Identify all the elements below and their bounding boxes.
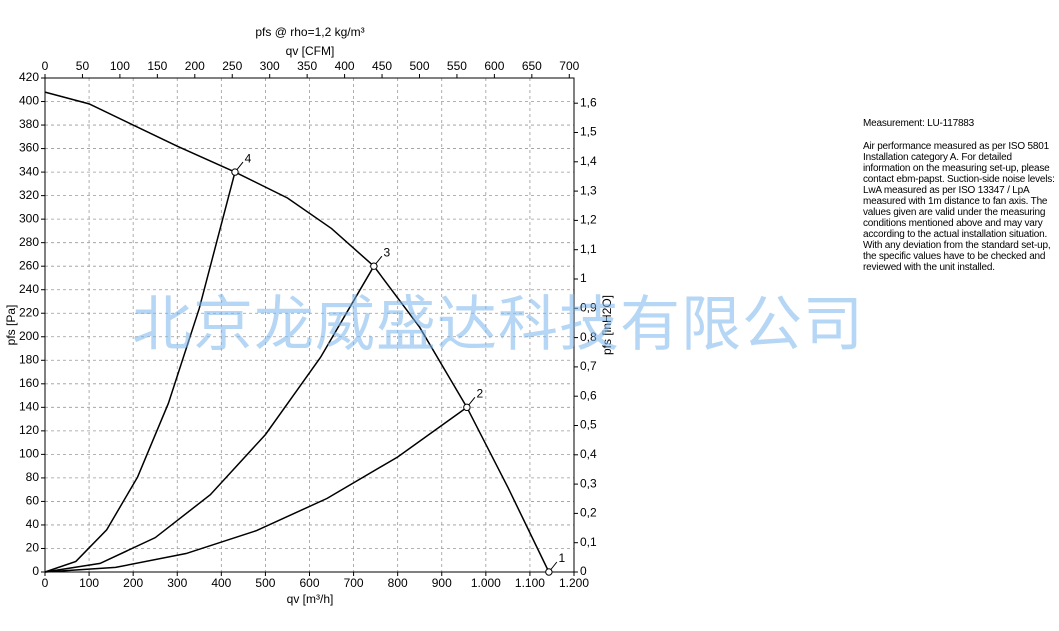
x-tick-label: 200 bbox=[123, 576, 143, 590]
curve bbox=[44, 91, 550, 573]
y2-tick-label: 1,4 bbox=[580, 154, 597, 168]
y2-tick-label: 0,6 bbox=[580, 388, 597, 402]
x-tick-label: 1.200 bbox=[559, 576, 589, 590]
y-tick-label: 320 bbox=[19, 188, 39, 202]
x-tick-label: 1.100 bbox=[515, 576, 545, 590]
notes: Measurement: LU-117883 Air performance m… bbox=[863, 118, 1055, 285]
y-tick-label: 60 bbox=[26, 494, 40, 508]
description: Air performance measured as per ISO 5801… bbox=[863, 141, 1055, 273]
y-tick-label: 260 bbox=[19, 258, 39, 272]
x2-tick-label: 600 bbox=[484, 59, 504, 73]
y-tick-label: 360 bbox=[19, 141, 39, 155]
y-tick-label: 220 bbox=[19, 305, 39, 319]
x-tick-label: 500 bbox=[255, 576, 275, 590]
x-tick-label: 700 bbox=[344, 576, 364, 590]
y-tick-label: 380 bbox=[19, 117, 39, 131]
x2-tick-label: 300 bbox=[260, 59, 280, 73]
y2-tick-label: 1,2 bbox=[580, 213, 597, 227]
y2-tick-label: 1 bbox=[580, 271, 587, 285]
x2-tick-label: 700 bbox=[559, 59, 579, 73]
x2-tick-label: 500 bbox=[409, 59, 429, 73]
curve bbox=[44, 406, 468, 573]
operating-point bbox=[231, 168, 239, 176]
operating-point bbox=[545, 568, 553, 576]
x-tick-label: 1.000 bbox=[471, 576, 501, 590]
y-tick-label: 120 bbox=[19, 423, 39, 437]
y-tick-label: 400 bbox=[19, 94, 39, 108]
plot-frame bbox=[44, 77, 575, 573]
x2-tick-label: 650 bbox=[522, 59, 542, 73]
y2-tick-label: 0,7 bbox=[580, 359, 597, 373]
y2-tick-label: 1,6 bbox=[580, 95, 597, 109]
point-label: 2 bbox=[477, 387, 484, 401]
measurement: Measurement: LU-117883 bbox=[863, 118, 975, 129]
x2-tick-label: 250 bbox=[222, 59, 242, 73]
y2-tick-label: 0,2 bbox=[580, 506, 597, 520]
y-tick-label: 180 bbox=[19, 352, 39, 366]
x-axis-label: qv [m³/h] bbox=[287, 592, 334, 606]
y2-tick-label: 0 bbox=[580, 564, 587, 578]
x2-tick-label: 150 bbox=[147, 59, 167, 73]
x2-tick-label: 50 bbox=[76, 59, 90, 73]
y2-tick-label: 0,5 bbox=[580, 418, 597, 432]
point-label: 3 bbox=[384, 245, 391, 259]
y2-tick-label: 1,3 bbox=[580, 183, 597, 197]
y2-tick-label: 0,3 bbox=[580, 476, 597, 490]
y-tick-label: 300 bbox=[19, 211, 39, 225]
x2-tick-label: 100 bbox=[110, 59, 130, 73]
y-tick-label: 80 bbox=[26, 470, 40, 484]
x-tick-label: 0 bbox=[42, 576, 49, 590]
x-tick-label: 100 bbox=[79, 576, 99, 590]
x2-tick-label: 550 bbox=[447, 59, 467, 73]
x2-tick-label: 450 bbox=[372, 59, 392, 73]
y-tick-label: 420 bbox=[19, 70, 39, 84]
y2-tick-label: 1,5 bbox=[580, 125, 597, 139]
point-label: 4 bbox=[245, 151, 252, 165]
y2-tick-label: 0,4 bbox=[580, 447, 597, 461]
y2-tick-label: 0,1 bbox=[580, 535, 597, 549]
chart-title: pfs @ rho=1,2 kg/m³ bbox=[255, 25, 364, 39]
y2-tick-label: 1,1 bbox=[580, 242, 597, 256]
curve bbox=[44, 265, 375, 573]
x-tick-label: 800 bbox=[388, 576, 408, 590]
y-tick-label: 0 bbox=[32, 564, 39, 578]
y-tick-label: 160 bbox=[19, 376, 39, 390]
y-tick-label: 100 bbox=[19, 447, 39, 461]
y-tick-label: 200 bbox=[19, 329, 39, 343]
point-label: 1 bbox=[559, 551, 566, 565]
curve bbox=[44, 171, 236, 573]
y2-axis-label: pfs [inH2O] bbox=[600, 295, 614, 355]
x2-tick-label: 200 bbox=[185, 59, 205, 73]
x2-tick-label: 0 bbox=[42, 59, 49, 73]
x2-tick-label: 400 bbox=[335, 59, 355, 73]
y-tick-label: 20 bbox=[26, 541, 40, 555]
x-tick-label: 900 bbox=[432, 576, 452, 590]
x2-tick-label: 350 bbox=[297, 59, 317, 73]
x-tick-label: 400 bbox=[211, 576, 231, 590]
x-tick-label: 600 bbox=[299, 576, 319, 590]
y-tick-label: 280 bbox=[19, 235, 39, 249]
x-tick-label: 300 bbox=[167, 576, 187, 590]
y-axis-label: pfs [Pa] bbox=[4, 305, 18, 346]
y-tick-label: 140 bbox=[19, 400, 39, 414]
operating-point bbox=[463, 403, 471, 412]
x2-axis-label: qv [CFM] bbox=[286, 44, 335, 58]
y2-tick-label: 0,8 bbox=[580, 330, 597, 344]
watermark: 北京龙威盛达科技有限公司 bbox=[132, 290, 864, 360]
y-tick-label: 240 bbox=[19, 282, 39, 296]
y2-tick-label: 0,9 bbox=[580, 300, 597, 314]
y-tick-label: 40 bbox=[26, 517, 40, 531]
operating-point bbox=[370, 262, 378, 270]
y-tick-label: 340 bbox=[19, 164, 39, 178]
